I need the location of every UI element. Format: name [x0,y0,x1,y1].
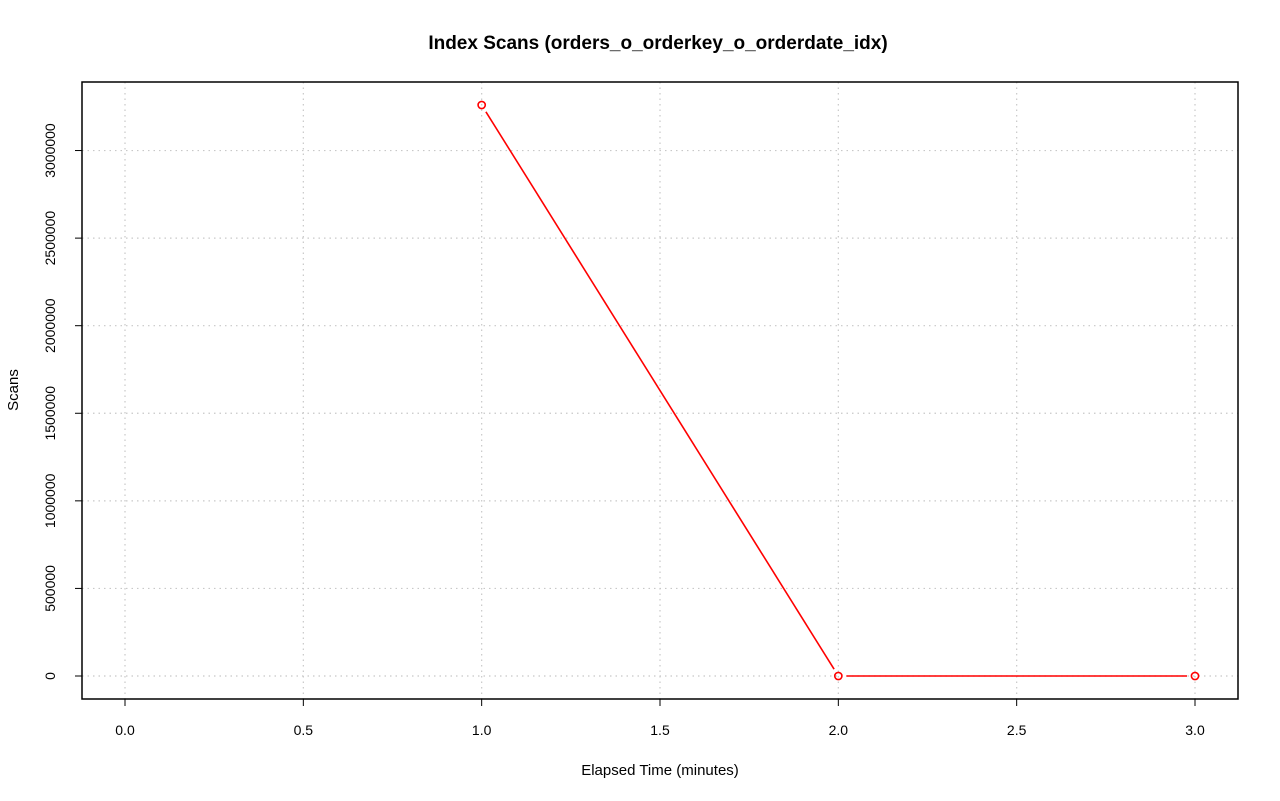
x-tick-label: 1.0 [472,722,492,738]
y-axis-label: Scans [5,369,22,411]
y-tick-label: 500000 [42,565,58,612]
x-tick-label: 3.0 [1185,722,1205,738]
y-axis: 0 500000 1000000 1500000 2000000 2500000 30000… [42,123,82,680]
y-tick-label: 2000000 [42,298,58,353]
series-layer [477,100,1200,681]
data-point [1190,671,1200,681]
series-line-segment [485,111,835,670]
x-axis-label: Elapsed Time (minutes) [581,762,739,779]
y-tick-label: 1000000 [42,473,58,528]
y-tick-label: 1500000 [42,386,58,441]
x-tick-label: 2.5 [1007,722,1027,738]
x-axis: 0.0 0.5 1.0 1.5 2.0 2.5 3.0 [115,699,1205,738]
x-tick-label: 0.5 [294,722,314,738]
data-point [477,100,487,110]
data-point [833,671,843,681]
y-tick-label: 2500000 [42,211,58,266]
y-tick-label: 3000000 [42,123,58,178]
x-tick-label: 0.0 [115,722,135,738]
y-tick-label: 0 [42,672,58,680]
x-tick-label: 2.0 [829,722,849,738]
x-tick-label: 1.5 [650,722,670,738]
chart-title: Index Scans (orders_o_orderkey_o_orderda… [428,33,887,54]
